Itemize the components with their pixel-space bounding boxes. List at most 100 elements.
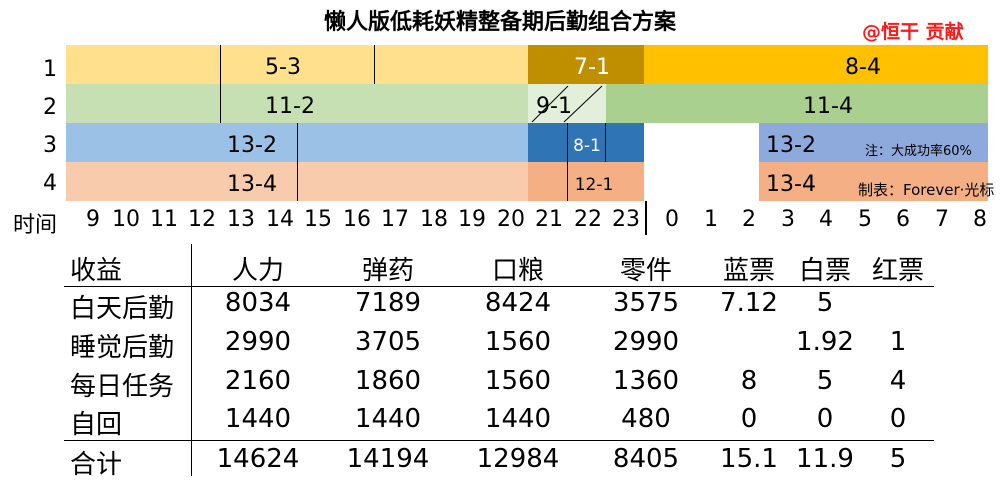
divider-line: [567, 162, 568, 201]
note-author: 制表：Forever·光标: [858, 181, 995, 199]
time-tick: 7: [935, 207, 949, 232]
time-tick: 12: [188, 207, 216, 232]
r4-label-c: 13-4: [766, 172, 816, 197]
time-tick: 3: [781, 207, 795, 232]
table-total-cell: 8405: [612, 444, 680, 474]
table-cell: 3575: [612, 288, 680, 318]
table-cell: 1560: [484, 327, 552, 357]
table-rule: [64, 286, 934, 287]
table-cell: 2990: [612, 327, 680, 357]
table-total-cell: 5: [889, 444, 907, 474]
table-cell: 0: [889, 404, 907, 434]
bar-r1-c: [644, 45, 988, 84]
table-cell: 0: [816, 404, 834, 434]
bar-r4-b: [528, 162, 644, 201]
table-cell: 5: [816, 288, 834, 318]
table-header: 蓝票: [722, 256, 776, 286]
time-tick: 13: [227, 207, 255, 232]
time-tick: 15: [304, 207, 332, 232]
time-tick: 9: [86, 207, 100, 232]
divider-line: [567, 123, 568, 162]
table-cell: 7189: [354, 288, 422, 318]
table-header: 弹药: [361, 256, 415, 286]
time-tick: 5: [858, 207, 872, 232]
time-tick: 23: [612, 207, 640, 232]
time-tick: 4: [819, 207, 833, 232]
table-cell: 8424: [484, 288, 552, 318]
table-cell: 1360: [612, 366, 680, 396]
r4-label-a: 13-4: [227, 172, 277, 197]
table-cell: 3705: [354, 327, 422, 357]
time-tick: 6: [896, 207, 910, 232]
divider-line: [605, 123, 606, 162]
r2-label-c: 11-4: [803, 94, 853, 119]
table-cell: 1860: [354, 366, 422, 396]
time-tick: 8: [973, 207, 987, 232]
bar-r2-a: [66, 84, 528, 123]
table-cell: 1440: [224, 404, 292, 434]
table-total-cell: 14194: [346, 444, 430, 474]
row-label-3: 3: [43, 133, 57, 158]
table-row-label: 白天后勤: [70, 294, 175, 324]
table-cell: 1440: [484, 404, 552, 434]
table-cell: 5: [816, 366, 834, 396]
table-cell: 2990: [224, 327, 292, 357]
divider-line: [297, 123, 298, 162]
table-row-label: 每日任务: [70, 372, 175, 402]
time-axis-label: 时间: [12, 213, 58, 238]
table-header-income: 收益: [70, 256, 123, 286]
r4-label-b: 12-1: [574, 175, 614, 195]
table-cell: 8: [740, 366, 758, 396]
table-cell: 4: [889, 366, 907, 396]
r2-label-b: 9-1: [536, 94, 572, 119]
table-row-label: 自回: [70, 410, 123, 440]
table-header: 口粮: [491, 256, 545, 286]
table-header: 红票: [871, 256, 925, 286]
table-header: 白票: [798, 256, 852, 286]
table-total-cell: 12984: [476, 444, 560, 474]
time-tick: 19: [458, 207, 486, 232]
time-tick: 14: [266, 207, 294, 232]
table-cell: 1.92: [796, 327, 854, 357]
time-axis: 时间 9 10 11 12 13 14 15 16 17 18 19 20 21…: [0, 207, 1000, 238]
table-header: 人力: [231, 256, 285, 286]
diagonal-marks: [531, 85, 603, 123]
time-tick: 21: [535, 207, 563, 232]
time-tick: 2: [742, 207, 756, 232]
row-label-2: 2: [43, 95, 57, 120]
table-total-cell: 11.9: [796, 444, 854, 474]
r2-label-a: 11-2: [265, 94, 315, 119]
bar-r3-b: [528, 123, 644, 162]
table-cell: 7.12: [720, 288, 778, 318]
bar-r2-c: [606, 84, 988, 123]
time-tick: 1: [704, 207, 718, 232]
divider-line: [220, 84, 221, 123]
bar-r1-b: [528, 45, 644, 84]
credit-text: @恒干 贡献: [862, 21, 964, 43]
table-header: 零件: [619, 256, 673, 286]
page-title: 懒人版低耗妖精整备期后勤组合方案: [323, 10, 676, 35]
time-tick: 16: [343, 207, 371, 232]
table-cell: 1440: [354, 404, 422, 434]
bar-r1-a: [66, 45, 528, 84]
table-total-label: 合计: [70, 450, 123, 480]
bar-r2-b: [528, 84, 606, 123]
row-label-1: 1: [43, 57, 57, 82]
time-tick: 0: [665, 207, 679, 232]
table-cell: 8034: [224, 288, 292, 318]
divider-line: [297, 162, 298, 201]
r1-label-a: 5-3: [265, 55, 301, 80]
table-cell: 480: [621, 404, 671, 434]
table-total-cell: 14624: [216, 444, 300, 474]
r3-label-c: 13-2: [766, 133, 816, 158]
table-rule: [64, 440, 934, 441]
time-tick: 22: [574, 207, 602, 232]
note-crit-rate: 注：大成功率60%: [865, 144, 972, 159]
table-cell: 1: [889, 327, 907, 357]
r3-label-a: 13-2: [227, 133, 277, 158]
time-tick: 20: [497, 207, 525, 232]
divider-line: [220, 45, 221, 84]
table-row-label: 睡觉后勤: [70, 333, 175, 363]
r1-label-c: 8-4: [845, 55, 881, 80]
time-tick: 10: [112, 207, 140, 232]
